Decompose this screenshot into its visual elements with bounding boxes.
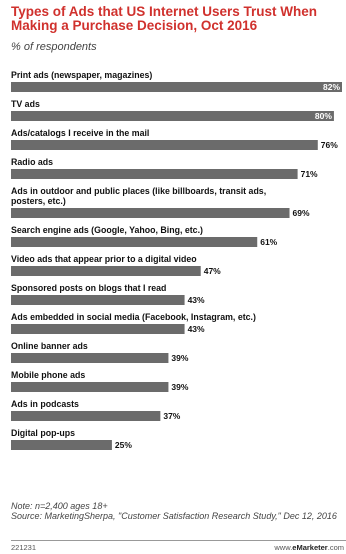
category-label: Sponsored posts on blogs that I read <box>11 283 166 293</box>
bar <box>11 208 290 218</box>
category-label: Video ads that appear prior to a digital… <box>11 254 197 264</box>
category-label: Digital pop-ups <box>11 428 75 438</box>
value-label: 39% <box>171 382 188 392</box>
chart-footnote: Note: n=2,400 ages 18+ Source: Marketing… <box>11 501 346 521</box>
footer-divider <box>11 540 346 541</box>
brand-name: eMarketer <box>292 543 328 552</box>
bar <box>11 353 169 363</box>
bar <box>11 169 298 179</box>
category-label: Print ads (newspaper, magazines) <box>11 70 152 80</box>
category-label: posters, etc.) <box>11 196 66 206</box>
category-label: Ads embedded in social media (Facebook, … <box>11 312 256 322</box>
brand-prefix: www. <box>274 543 293 552</box>
category-label: Online banner ads <box>11 341 88 351</box>
footnote-source: Source: MarketingSherpa, "Customer Satis… <box>11 511 337 521</box>
category-label: Ads in podcasts <box>11 399 79 409</box>
bar <box>11 111 334 121</box>
chart-subtitle: % of respondents <box>11 41 97 53</box>
bar <box>11 411 161 421</box>
bar <box>11 440 112 450</box>
value-label: 71% <box>301 169 318 179</box>
chart-title: Types of Ads that US Internet Users Trus… <box>11 4 318 33</box>
value-label: 82% <box>323 82 340 92</box>
category-label: Mobile phone ads <box>11 370 85 380</box>
bar <box>11 82 342 92</box>
value-label: 43% <box>188 295 205 305</box>
value-label: 47% <box>204 266 221 276</box>
category-label: Ads/catalogs I receive in the mail <box>11 128 149 138</box>
bar <box>11 324 185 334</box>
bar <box>11 295 185 305</box>
chart-id: 221231 <box>11 543 37 552</box>
value-label: 37% <box>163 411 180 421</box>
value-label: 61% <box>260 237 277 247</box>
brand-suffix: .com <box>327 543 344 552</box>
category-label: Radio ads <box>11 157 53 167</box>
value-label: 80% <box>315 111 332 121</box>
bar <box>11 266 201 276</box>
category-label: Search engine ads (Google, Yahoo, Bing, … <box>11 225 203 235</box>
bar <box>11 140 318 150</box>
category-label: Ads in outdoor and public places (like b… <box>11 186 266 196</box>
value-label: 39% <box>171 353 188 363</box>
value-label: 69% <box>293 208 310 218</box>
category-label: TV ads <box>11 99 40 109</box>
emarketer-logo: www.eMarketer.com <box>274 543 344 552</box>
footnote-note: Note: n=2,400 ages 18+ <box>11 501 108 511</box>
value-label: 43% <box>188 324 205 334</box>
bar-chart: Print ads (newspaper, magazines) 82% TV ad… <box>11 70 342 450</box>
value-label: 25% <box>115 440 132 450</box>
value-label: 76% <box>321 140 338 150</box>
bar <box>11 237 258 247</box>
bar <box>11 382 169 392</box>
